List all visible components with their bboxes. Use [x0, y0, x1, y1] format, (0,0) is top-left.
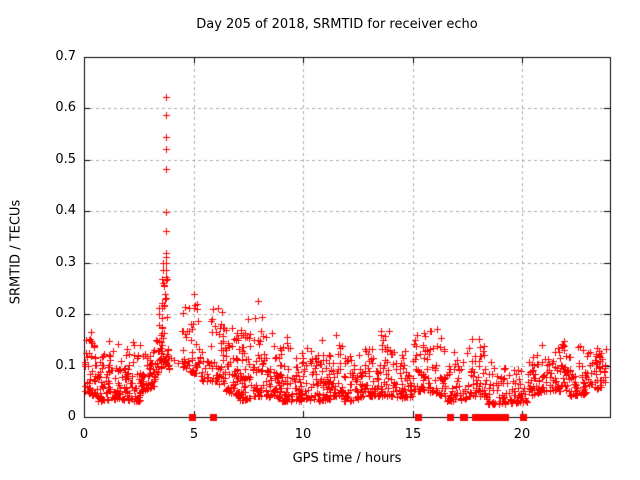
chart-title: Day 205 of 2018, SRMTID for receiver ech…	[196, 17, 478, 32]
x-tick-label-15: 15	[404, 427, 422, 442]
y-tick-label-0.7: 0.7	[55, 49, 76, 64]
y-tick-label-0.4: 0.4	[55, 203, 76, 218]
x-tick-label-10: 10	[294, 427, 312, 442]
y-tick-label-0.3: 0.3	[55, 255, 76, 270]
y-tick-label-0.5: 0.5	[55, 152, 76, 167]
x-tick-label-0: 0	[79, 427, 89, 442]
x-tick-label-20: 20	[513, 427, 531, 442]
x-tick-label-5: 5	[189, 427, 199, 442]
x-axis-label: GPS time / hours	[292, 451, 402, 466]
y-tick-label-0.6: 0.6	[55, 100, 76, 115]
y-tick-label-0.2: 0.2	[55, 306, 76, 321]
y-tick-label-0: 0	[67, 409, 76, 424]
y-tick-label-0.1: 0.1	[55, 358, 76, 373]
